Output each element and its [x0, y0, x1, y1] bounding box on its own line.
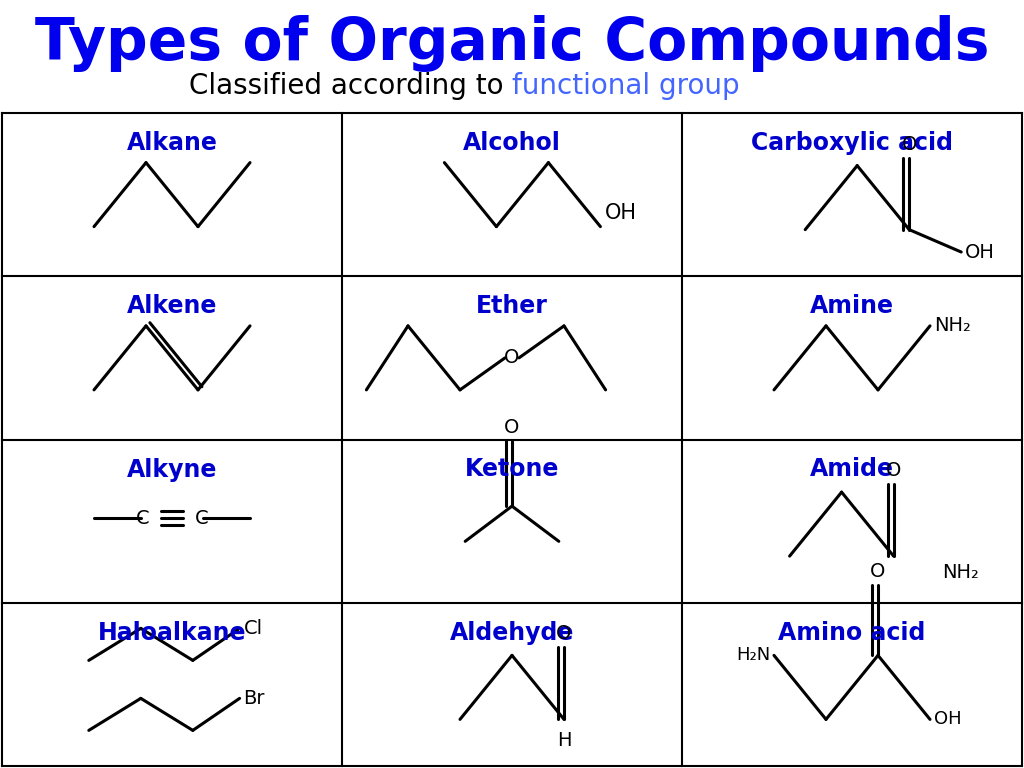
Text: Br: Br	[244, 689, 265, 708]
Text: Carboxylic acid: Carboxylic acid	[751, 131, 953, 155]
Text: O: O	[901, 134, 916, 154]
Text: OH: OH	[604, 203, 636, 223]
Text: Alcohol: Alcohol	[463, 131, 561, 155]
Text: C: C	[135, 508, 150, 528]
Text: Haloalkane: Haloalkane	[97, 621, 246, 645]
Text: O: O	[556, 624, 571, 644]
Text: functional group: functional group	[512, 72, 739, 100]
Text: Ketone: Ketone	[465, 458, 559, 482]
Text: O: O	[886, 461, 901, 480]
Text: Ether: Ether	[476, 294, 548, 318]
Text: Classified according to: Classified according to	[188, 72, 512, 100]
Text: NH₂: NH₂	[942, 563, 979, 581]
Text: NH₂: NH₂	[934, 316, 971, 336]
Text: Amide: Amide	[810, 458, 894, 482]
Text: O: O	[504, 349, 520, 367]
Text: Amino acid: Amino acid	[778, 621, 926, 645]
Text: Alkyne: Alkyne	[127, 458, 217, 482]
Text: Alkene: Alkene	[127, 294, 217, 318]
Text: O: O	[870, 562, 886, 581]
Text: OH: OH	[934, 710, 962, 728]
Text: Amine: Amine	[810, 294, 894, 318]
Text: O: O	[504, 418, 520, 437]
Text: Cl: Cl	[244, 619, 263, 638]
Text: C: C	[195, 508, 209, 528]
Text: OH: OH	[966, 243, 995, 262]
Text: Aldehyde: Aldehyde	[450, 621, 574, 645]
Text: Alkane: Alkane	[127, 131, 217, 155]
Text: H₂N: H₂N	[736, 647, 770, 664]
Text: Types of Organic Compounds: Types of Organic Compounds	[35, 15, 989, 71]
Text: H: H	[557, 731, 571, 750]
